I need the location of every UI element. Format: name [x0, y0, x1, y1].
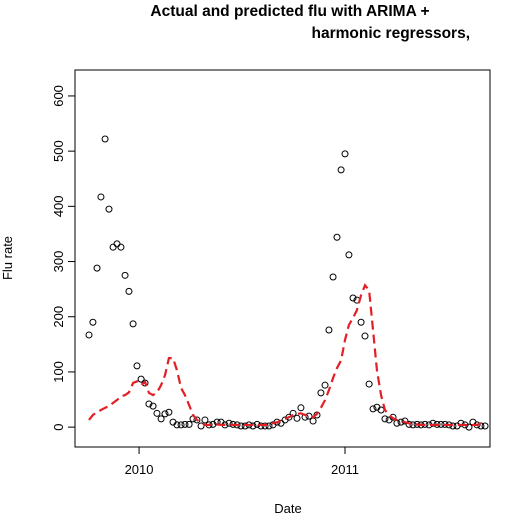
data-point — [329, 273, 337, 281]
data-point — [289, 409, 297, 417]
data-point — [125, 287, 133, 295]
data-point — [85, 331, 93, 339]
data-point — [237, 422, 245, 430]
y-tick-label: 200 — [51, 306, 66, 328]
y-tick-label: 100 — [51, 361, 66, 383]
data-point — [321, 381, 329, 389]
data-point — [137, 375, 145, 383]
data-point — [333, 233, 341, 241]
y-tick-label: 400 — [51, 195, 66, 217]
data-point — [477, 422, 485, 430]
data-point — [357, 318, 365, 326]
data-point — [457, 419, 465, 427]
data-point — [345, 251, 353, 259]
data-point — [177, 421, 185, 429]
data-point — [409, 421, 417, 429]
data-point — [325, 326, 333, 334]
data-point — [185, 420, 193, 428]
data-point — [405, 420, 413, 428]
data-point — [93, 264, 101, 272]
data-point — [117, 243, 125, 251]
data-point — [161, 410, 169, 418]
data-point — [113, 240, 121, 248]
data-point — [317, 389, 325, 397]
data-point — [261, 422, 269, 430]
chart-title: harmonic regressors, — [311, 25, 470, 42]
data-point — [285, 413, 293, 421]
predicted-line — [88, 283, 486, 427]
data-point — [361, 332, 369, 340]
data-point — [369, 405, 377, 413]
y-tick-label: 300 — [51, 251, 66, 273]
data-point — [89, 318, 97, 326]
data-point — [165, 408, 173, 416]
data-point — [153, 409, 161, 417]
data-point — [133, 362, 141, 370]
y-tick-label: 600 — [51, 85, 66, 107]
data-point — [365, 380, 373, 388]
data-point — [297, 404, 305, 412]
data-point — [393, 419, 401, 427]
x-tick-label: 2010 — [125, 462, 154, 477]
chart-title: Actual and predicted flu with ARIMA + — [150, 3, 429, 20]
data-point — [109, 243, 117, 251]
data-point — [293, 414, 301, 422]
y-tick-label: 500 — [51, 140, 66, 162]
data-point — [121, 271, 129, 279]
data-point — [129, 320, 137, 328]
data-point — [181, 420, 189, 428]
y-tick-label: 0 — [51, 424, 66, 431]
x-tick-label: 2011 — [331, 462, 359, 477]
data-point — [101, 135, 109, 143]
data-point — [145, 400, 153, 408]
data-point — [173, 421, 181, 429]
data-point — [465, 423, 473, 431]
data-point — [449, 422, 457, 430]
plot-box — [74, 69, 491, 448]
data-point — [305, 412, 313, 420]
data-point — [225, 419, 233, 427]
data-point — [309, 417, 317, 425]
data-point — [201, 416, 209, 424]
data-point — [265, 422, 273, 430]
data-point — [429, 419, 437, 427]
y-axis-label: Flu rate — [0, 236, 15, 280]
data-point — [193, 416, 201, 424]
data-point — [257, 422, 265, 430]
data-point — [341, 150, 349, 158]
data-point — [349, 294, 357, 302]
data-point — [337, 166, 345, 174]
data-point — [105, 205, 113, 213]
data-point — [249, 422, 257, 430]
data-point — [157, 415, 165, 423]
x-axis-label: Date — [274, 501, 301, 516]
data-point — [481, 422, 489, 430]
data-point — [241, 422, 249, 430]
data-point — [197, 422, 205, 430]
data-point — [149, 402, 157, 410]
data-point — [97, 193, 105, 201]
data-point — [381, 415, 389, 423]
